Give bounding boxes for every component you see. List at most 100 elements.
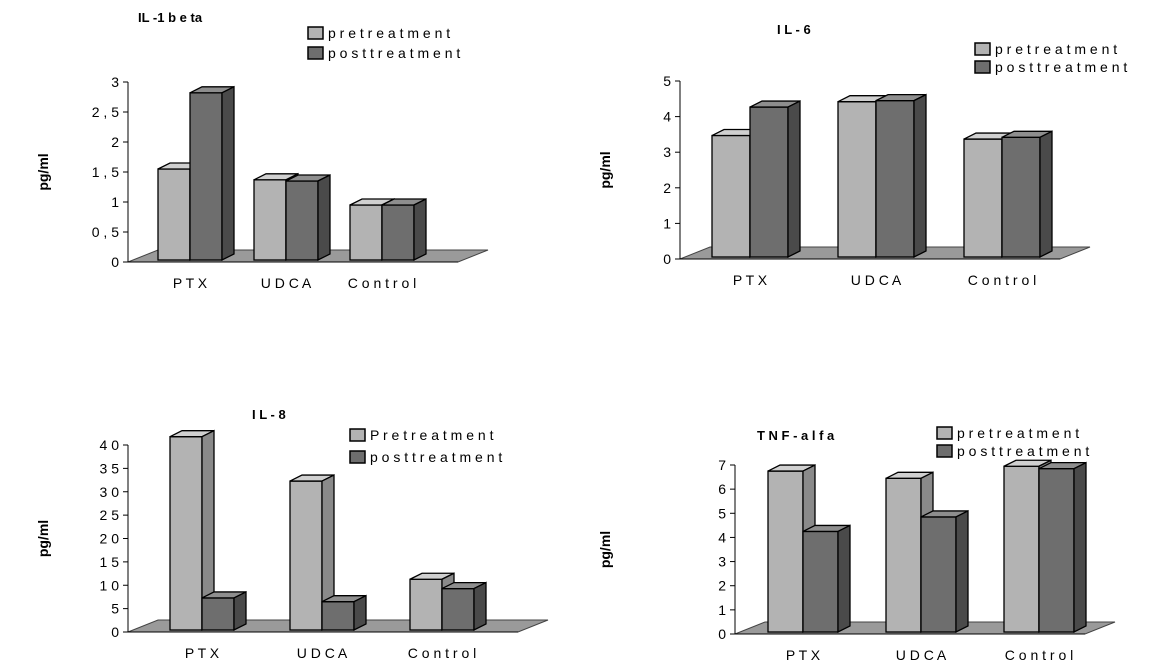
y-tick-label: 1 , 5 <box>92 164 119 180</box>
bar-post-0 <box>802 524 851 634</box>
bar-side <box>1039 130 1053 259</box>
y-tick-label: 1 <box>718 602 726 618</box>
y-tick-label: 6 <box>718 481 726 497</box>
y-tick-label: 2 0 <box>100 531 120 547</box>
bar-front <box>837 101 877 258</box>
x-tick-label: C o n t r o l <box>1005 647 1073 663</box>
x-tick-label: P T X <box>786 647 821 663</box>
bar-side <box>473 581 487 632</box>
legend-label: p o s t t r e a t m e n t <box>370 449 502 465</box>
y-tick-label: 0 <box>111 624 119 640</box>
bar-side <box>317 173 331 262</box>
y-tick-label: 0 <box>663 251 671 267</box>
y-tick-label: 3 <box>663 144 671 160</box>
bar-post-2 <box>381 197 427 262</box>
chart-svg: T N F - a l f a pg/ml 0 1 2 3 4 5 6 7 P T X U D C A… <box>597 425 1116 663</box>
x-tick-label: P T X <box>185 645 220 661</box>
chart-il8: I L - 8 pg/ml 0 5 1 0 1 5 2 0 2 5 3 0 3 5 4 0 P T X… <box>0 334 585 668</box>
bar-front <box>321 601 355 631</box>
y-tick-label: 1 <box>663 215 671 231</box>
bar-side <box>1073 461 1087 634</box>
y-tick-label: 4 <box>718 529 726 545</box>
y-tick-label: 2 <box>718 578 726 594</box>
bar-front <box>201 597 235 631</box>
bar-front <box>289 480 323 631</box>
bar-post-2 <box>1038 461 1087 634</box>
y-tick-label: 3 <box>718 554 726 570</box>
legend-label: p o s t t r e a t m e n t <box>957 443 1089 459</box>
bar-side <box>955 509 969 634</box>
chart-title: I L - 6 <box>777 22 811 37</box>
y-tick-label: 5 <box>718 505 726 521</box>
y-tick-label: 2 5 <box>100 507 120 523</box>
y-tick-label: 1 5 <box>100 554 120 570</box>
bar-front <box>253 179 287 261</box>
x-tick-label: U D C A <box>261 275 312 291</box>
legend-swatch <box>307 26 324 40</box>
y-tick-label: 1 <box>111 194 119 210</box>
bar-front <box>711 134 751 258</box>
legend-label: p r e t r e a t m e n t <box>957 425 1079 441</box>
bar-post-2 <box>441 581 487 632</box>
bar-front <box>1003 465 1040 633</box>
legend-swatch <box>349 450 366 464</box>
bar-side <box>913 93 927 259</box>
bar-side <box>353 594 367 632</box>
x-tick-label: P T X <box>733 272 768 288</box>
bar-front <box>189 92 223 261</box>
legend-swatch <box>349 428 366 442</box>
y-tick-label: 0 <box>718 626 726 642</box>
y-tick-label: 4 0 <box>100 437 120 453</box>
x-tick-label: C o n t r o l <box>408 645 476 661</box>
bar-front <box>767 470 804 633</box>
bar-post-0 <box>189 85 235 262</box>
y-axis-label: pg/ml <box>35 520 51 557</box>
y-tick-label: 4 <box>663 109 671 125</box>
bar-side <box>837 524 851 634</box>
bar-front <box>749 106 789 258</box>
legend-label: p r e t r e a t m e n t <box>328 25 450 41</box>
x-tick-label: U D C A <box>297 645 348 661</box>
y-tick-label: 3 0 <box>100 484 120 500</box>
bar-front <box>409 578 443 631</box>
y-axis-label: pg/ml <box>35 153 51 190</box>
bar-front <box>1038 468 1075 633</box>
chart-title: T N F - a l f a <box>757 428 835 443</box>
bar-side <box>221 85 235 262</box>
y-tick-label: 3 5 <box>100 460 120 476</box>
chart-svg: I L - 6 pg/ml 0 1 2 3 4 5 P T X U D C A C o n t r … <box>597 22 1127 288</box>
y-tick-label: 0 <box>111 254 119 270</box>
chart-svg: IL -1 b e ta pg/ml 0 0 , 5 1 1 , 5 2 2 , 5 3 P T … <box>35 10 489 291</box>
bar-front <box>963 138 1003 258</box>
y-tick-label: 3 <box>111 74 119 90</box>
bar-post-1 <box>285 173 331 262</box>
bar-post-2 <box>1001 130 1053 259</box>
legend-swatch <box>936 444 953 458</box>
bar-front <box>169 436 203 631</box>
bar-post-1 <box>875 93 927 259</box>
legend-swatch <box>974 42 991 56</box>
bar-front <box>349 204 383 261</box>
bar-front <box>285 180 319 261</box>
bar-front <box>1001 136 1041 258</box>
y-axis-label: pg/ml <box>597 531 613 568</box>
legend-swatch <box>307 46 324 60</box>
bar-front <box>441 587 475 631</box>
chart-title: I L - 8 <box>252 407 286 422</box>
legend-label: p o s t t r e a t m e n t <box>328 45 460 61</box>
y-tick-label: 2 , 5 <box>92 104 119 120</box>
x-tick-label: C o n t r o l <box>348 275 416 291</box>
legend-swatch <box>974 60 991 74</box>
y-tick-label: 5 <box>663 73 671 89</box>
x-tick-label: U D C A <box>896 647 947 663</box>
y-tick-label: 2 <box>111 134 119 150</box>
x-tick-label: P T X <box>173 275 208 291</box>
bar-side <box>787 99 801 259</box>
chart-tnfalfa: T N F - a l f a pg/ml 0 1 2 3 4 5 6 7 P T X U D C A… <box>585 334 1171 668</box>
y-tick-label: 7 <box>718 457 726 473</box>
legend-label: p o s t t r e a t m e n t <box>995 59 1127 75</box>
chart-il6: I L - 6 pg/ml 0 1 2 3 4 5 P T X U D C A C o n t r … <box>585 0 1171 334</box>
bar-front <box>875 99 915 258</box>
legend-label: p r e t r e a t m e n t <box>995 41 1117 57</box>
bar-post-1 <box>920 509 969 634</box>
